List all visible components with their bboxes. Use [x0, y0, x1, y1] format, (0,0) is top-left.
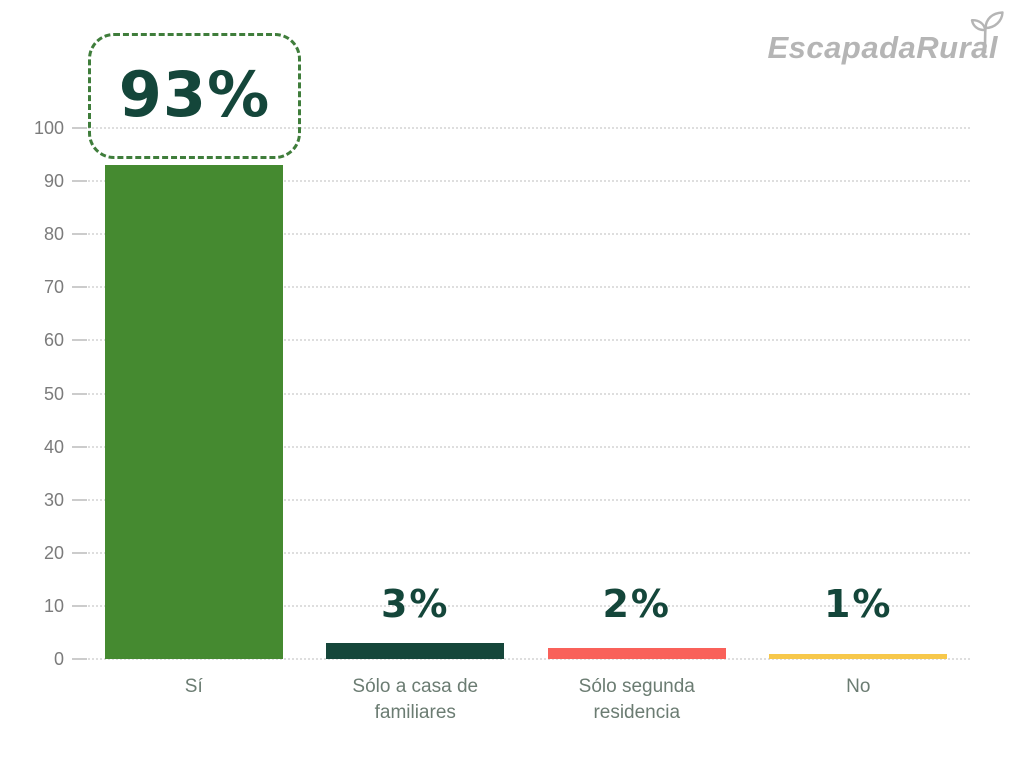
y-gridline [72, 339, 970, 342]
y-gridline [72, 127, 970, 129]
y-axis-tick-label: 40 [43, 436, 64, 457]
y-axis-tick [72, 233, 87, 236]
logo-text: EscapadaRural [767, 30, 998, 65]
y-axis-tick-label: 100 [33, 118, 64, 138]
y-axis-tick-label: 50 [43, 383, 64, 404]
y-gridline [72, 286, 970, 289]
y-axis-tick [72, 498, 87, 501]
category-label: Sí [184, 676, 203, 697]
y-gridline [72, 392, 970, 395]
y-gridline [72, 180, 970, 183]
sprout-leaf-icon [970, 11, 1004, 54]
bar-value-label: 2% [602, 582, 671, 626]
y-axis-tick [72, 551, 87, 554]
y-axis-tick-label: 0 [53, 649, 64, 669]
y-gridline [72, 498, 970, 501]
category-label: Sólo a casa de familiares [352, 676, 479, 724]
y-axis-tick-label: 70 [43, 277, 64, 298]
bar-value-label-si: 93% [118, 57, 271, 131]
bar [104, 165, 283, 659]
y-axis-tick [72, 604, 87, 607]
y-axis-tick [72, 339, 87, 342]
y-axis-tick [72, 658, 87, 660]
y-gridline [72, 604, 970, 607]
bar [547, 648, 726, 659]
bar-value-label: 3% [380, 582, 450, 626]
y-axis-tick [72, 180, 87, 183]
y-gridline [72, 658, 970, 660]
y-axis-tick-label: 60 [43, 330, 64, 351]
y-axis-tick [72, 392, 87, 395]
y-gridline [72, 551, 970, 554]
bar-value-label: 1% [823, 582, 893, 626]
bar [326, 643, 505, 659]
category-label: No [846, 676, 871, 697]
y-axis-tick [72, 445, 87, 448]
y-axis-tick-label: 20 [43, 542, 64, 563]
y-axis-tick-label: 10 [43, 595, 64, 616]
y-gridline [72, 445, 970, 448]
y-axis-tick-label: 80 [43, 224, 64, 245]
y-axis-tick [72, 127, 87, 129]
highlight-dashed-box: 93% [88, 33, 301, 159]
bar [769, 653, 948, 659]
y-axis-tick-label: 30 [43, 489, 64, 510]
y-axis-tick [72, 286, 87, 289]
escapadarural-logo: EscapadaRural [767, 11, 1004, 66]
category-label: Sólo segunda residencia [578, 676, 695, 724]
y-gridline [72, 233, 970, 236]
y-axis-tick-label: 90 [43, 171, 64, 192]
